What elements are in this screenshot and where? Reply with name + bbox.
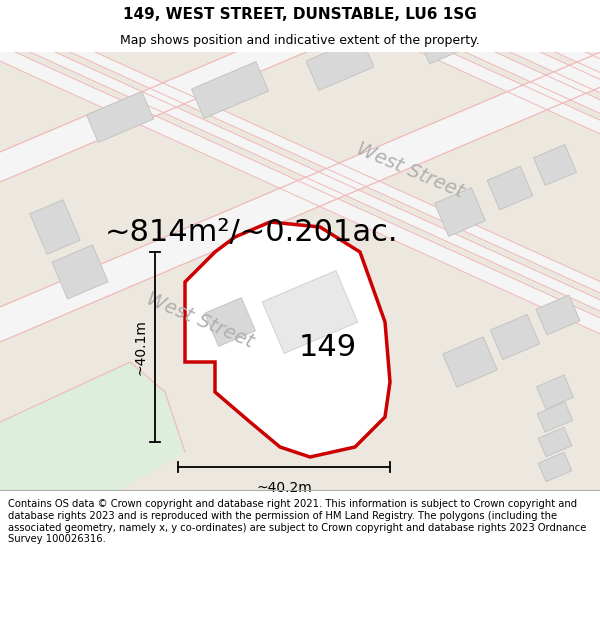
Polygon shape xyxy=(262,271,358,353)
Polygon shape xyxy=(0,0,600,182)
Polygon shape xyxy=(490,314,539,359)
Text: ~814m²/~0.201ac.: ~814m²/~0.201ac. xyxy=(105,217,398,246)
Text: 149, WEST STREET, DUNSTABLE, LU6 1SG: 149, WEST STREET, DUNSTABLE, LU6 1SG xyxy=(123,7,477,22)
Text: 149: 149 xyxy=(299,332,357,361)
Polygon shape xyxy=(536,295,580,335)
Text: ~40.2m: ~40.2m xyxy=(256,481,312,495)
Polygon shape xyxy=(419,16,481,64)
Polygon shape xyxy=(191,62,268,118)
Polygon shape xyxy=(465,52,600,490)
Polygon shape xyxy=(537,402,573,432)
Text: West Street: West Street xyxy=(143,289,257,351)
Polygon shape xyxy=(536,375,574,409)
Polygon shape xyxy=(30,52,600,490)
Polygon shape xyxy=(205,298,256,346)
Polygon shape xyxy=(538,428,572,457)
Text: ~40.1m: ~40.1m xyxy=(133,319,147,375)
Polygon shape xyxy=(555,52,600,490)
Polygon shape xyxy=(185,222,390,457)
Polygon shape xyxy=(30,200,80,254)
Polygon shape xyxy=(0,362,185,490)
Polygon shape xyxy=(420,52,600,490)
Polygon shape xyxy=(70,52,600,490)
Polygon shape xyxy=(510,52,600,490)
Polygon shape xyxy=(538,452,572,482)
Polygon shape xyxy=(86,91,154,142)
Polygon shape xyxy=(443,337,497,387)
Text: Contains OS data © Crown copyright and database right 2021. This information is : Contains OS data © Crown copyright and d… xyxy=(8,499,586,544)
Polygon shape xyxy=(434,188,485,236)
Polygon shape xyxy=(533,144,577,186)
Polygon shape xyxy=(0,52,600,342)
Text: West Street: West Street xyxy=(353,139,467,201)
Polygon shape xyxy=(52,245,108,299)
Text: Map shows position and indicative extent of the property.: Map shows position and indicative extent… xyxy=(120,34,480,47)
Polygon shape xyxy=(487,166,533,210)
Polygon shape xyxy=(306,38,374,91)
Polygon shape xyxy=(0,52,600,490)
